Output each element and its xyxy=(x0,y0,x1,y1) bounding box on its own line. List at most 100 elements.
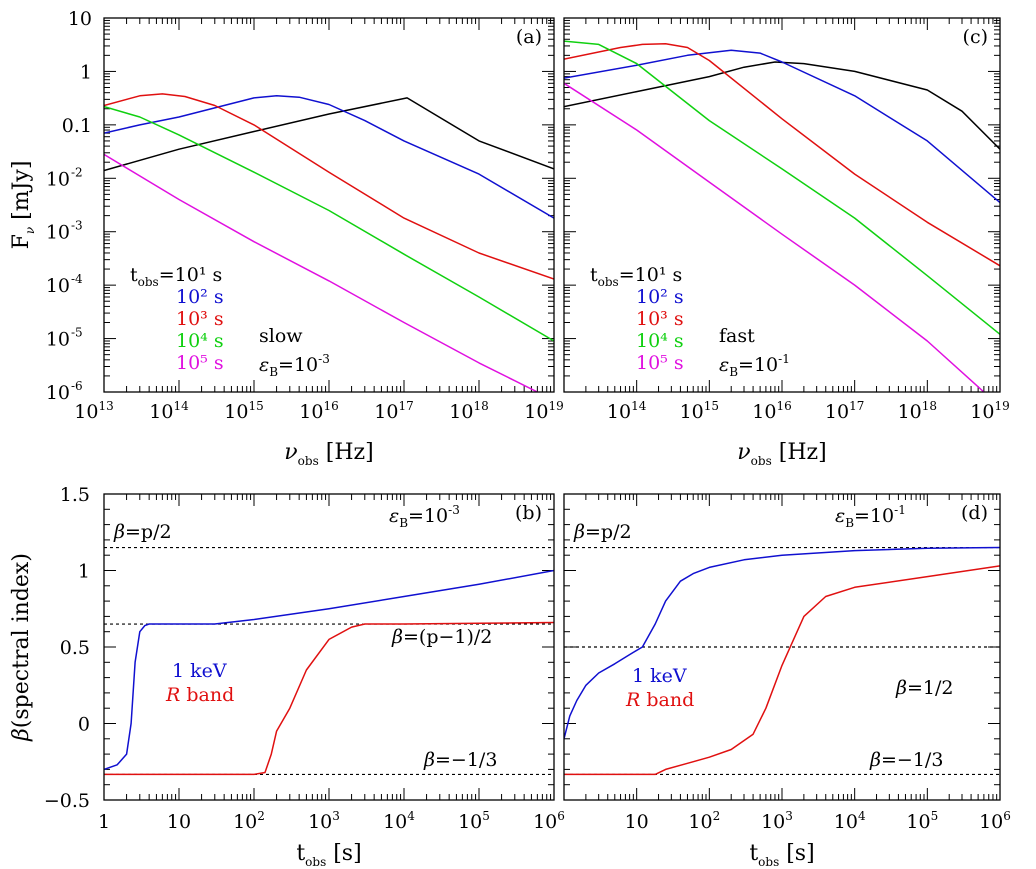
y-axis-label: β(spectral index) xyxy=(9,553,34,742)
plot-frame xyxy=(103,493,555,801)
panel-label: (b) xyxy=(515,502,542,524)
x-tick-label: 1013 xyxy=(74,399,113,423)
svg-text:10: 10 xyxy=(46,275,70,297)
x-tick-label: 1015 xyxy=(224,399,263,423)
panel-c: 1014 1015 1016 1017 1018 1019 (c) νobs [Hz] tobs… xyxy=(563,17,1010,468)
plot-frame xyxy=(103,17,555,393)
series-line xyxy=(104,569,554,771)
x-tick-label: 10 xyxy=(625,811,649,833)
legend-item: 10⁵ s xyxy=(176,352,224,374)
svg-text:-2: -2 xyxy=(71,165,83,179)
svg-text:106: 106 xyxy=(979,809,1011,833)
panel-label: (d) xyxy=(961,502,988,524)
panel-d: 10 102 103 104 105 106 (d) tobs [s] εB=10-1 β=p/2… xyxy=(563,493,1011,869)
legend-item: 10³ s xyxy=(176,308,224,330)
svg-text:1017: 1017 xyxy=(825,399,864,423)
svg-text:10: 10 xyxy=(46,329,70,351)
y-tick-label: 10 -2 xyxy=(46,165,83,190)
svg-text:0.5: 0.5 xyxy=(60,637,90,659)
epsilon-label: εB=10-3 xyxy=(259,352,330,379)
x-tick-label: 1019 xyxy=(524,399,563,423)
svg-text:1: 1 xyxy=(98,811,110,833)
series-line xyxy=(564,40,1000,335)
x-tick-label: 10 xyxy=(167,811,191,833)
svg-text:10: 10 xyxy=(46,222,70,244)
y-tick-label: 10 -5 xyxy=(46,326,83,351)
svg-text:νobs [Hz]: νobs [Hz] xyxy=(284,440,373,468)
svg-text:tobs [s]: tobs [s] xyxy=(296,841,361,869)
svg-text:tobs [s]: tobs [s] xyxy=(749,841,814,869)
ref-label-mid: β=1/2 xyxy=(895,677,953,699)
svg-text:10: 10 xyxy=(46,382,70,404)
y-tick-label: 10 -6 xyxy=(46,379,83,404)
svg-text:-5: -5 xyxy=(71,326,83,340)
series-line xyxy=(104,105,554,342)
legend-item: R band xyxy=(625,689,694,711)
series-line xyxy=(564,82,985,392)
epsilon-label: εB=10-3 xyxy=(389,503,460,530)
legend-item: 10² s xyxy=(636,286,684,308)
legend-item: 10² s xyxy=(176,286,224,308)
svg-text:1: 1 xyxy=(78,561,90,583)
svg-text:105: 105 xyxy=(458,809,490,833)
svg-text:103: 103 xyxy=(308,809,340,833)
svg-text:1.5: 1.5 xyxy=(60,484,90,506)
mode-label: fast xyxy=(719,325,755,347)
x-tick-label: 1016 xyxy=(752,399,791,423)
ref-label-top: β=p/2 xyxy=(113,521,172,543)
ref-label-mid: β=(p−1)/2 xyxy=(391,626,492,648)
y-tick-label: 0.5 xyxy=(60,637,90,659)
y-tick-label: 10 -4 xyxy=(46,272,83,297)
x-tick-label: 1019 xyxy=(970,399,1009,423)
y-tick-label: 1 xyxy=(78,561,90,583)
y-tick-label: −0.5 xyxy=(44,790,90,812)
svg-text:1019: 1019 xyxy=(524,399,563,423)
legend-item: 10⁵ s xyxy=(636,352,684,374)
panel-label: (c) xyxy=(963,26,988,48)
x-tick-label: 1014 xyxy=(149,399,189,423)
legend-item: 1 keV xyxy=(632,665,687,687)
x-tick-label: 102 xyxy=(688,809,720,833)
series-line xyxy=(564,546,1000,739)
svg-text:104: 104 xyxy=(383,809,415,833)
svg-text:1016: 1016 xyxy=(752,399,791,423)
series-line xyxy=(104,621,554,776)
legend-item: 10⁴ s xyxy=(636,330,684,352)
svg-text:1015: 1015 xyxy=(680,399,719,423)
x-tick-label: 105 xyxy=(458,809,490,833)
x-axis-label: tobs [s] xyxy=(296,841,361,869)
x-tick-label: 1017 xyxy=(374,399,413,423)
ref-label-low: β=−1/3 xyxy=(869,749,943,771)
y-tick-label: 10 xyxy=(68,8,92,30)
svg-text:1017: 1017 xyxy=(374,399,413,423)
svg-text:104: 104 xyxy=(834,809,866,833)
legend-item: R band xyxy=(165,684,234,706)
svg-text:103: 103 xyxy=(761,809,793,833)
x-tick-label: 103 xyxy=(761,809,793,833)
svg-text:106: 106 xyxy=(533,809,565,833)
svg-text:1015: 1015 xyxy=(224,399,263,423)
svg-text:1013: 1013 xyxy=(74,399,113,423)
svg-text:-3: -3 xyxy=(71,219,83,233)
x-tick-label: 106 xyxy=(533,809,565,833)
x-tick-label: 102 xyxy=(233,809,265,833)
series-line xyxy=(564,61,1000,150)
svg-text:10: 10 xyxy=(68,8,92,30)
y-axis-label: Fν [mJy] xyxy=(9,161,37,250)
svg-text:102: 102 xyxy=(233,809,265,833)
svg-text:1014: 1014 xyxy=(149,399,189,423)
panel-label: (a) xyxy=(516,26,542,48)
ref-label-top: β=p/2 xyxy=(573,521,632,543)
svg-text:1019: 1019 xyxy=(970,399,1009,423)
svg-text:1014: 1014 xyxy=(607,399,647,423)
y-tick-label: 10 -3 xyxy=(46,219,83,244)
ref-label-low: β=−1/3 xyxy=(423,749,497,771)
x-axis-label: νobs [Hz] xyxy=(284,440,373,468)
x-tick-label: 1016 xyxy=(299,399,338,423)
svg-text:1018: 1018 xyxy=(449,399,488,423)
svg-text:-4: -4 xyxy=(71,272,83,286)
